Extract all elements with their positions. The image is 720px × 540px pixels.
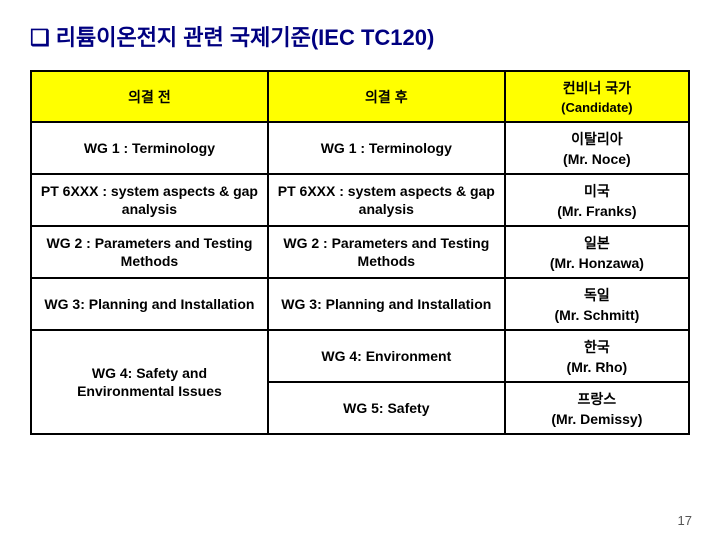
convener-country: 독일 bbox=[510, 285, 684, 305]
convener-country: 이탈리아 bbox=[510, 129, 684, 149]
cell-wg1-convener: 이탈리아 (Mr. Noce) bbox=[505, 122, 689, 174]
cell-line: WG 2 : Parameters and Testing bbox=[36, 235, 263, 251]
table-row: PT 6XXX : system aspects & gap analysis … bbox=[31, 174, 689, 226]
cell-line: Environmental Issues bbox=[36, 383, 263, 399]
cell-wg2-convener: 일본 (Mr. Honzawa) bbox=[505, 226, 689, 278]
table-row: WG 1 : Terminology WG 1 : Terminology 이탈… bbox=[31, 122, 689, 174]
cell-wg2-before: WG 2 : Parameters and Testing Methods bbox=[31, 226, 268, 278]
convener-country: 프랑스 bbox=[510, 389, 684, 409]
cell-line: PT 6XXX : system aspects & gap bbox=[36, 183, 263, 199]
cell-wg2-after: WG 2 : Parameters and Testing Methods bbox=[268, 226, 505, 278]
convener-country: 일본 bbox=[510, 233, 684, 253]
cell-wg3-convener: 독일 (Mr. Schmitt) bbox=[505, 278, 689, 330]
cell-wg5-convener-fr: 프랑스 (Mr. Demissy) bbox=[505, 382, 689, 434]
table-header-row: 의결 전 의결 후 컨비너 국가 (Candidate) bbox=[31, 71, 689, 122]
table-row: WG 2 : Parameters and Testing Methods WG… bbox=[31, 226, 689, 278]
cell-wg1-after: WG 1 : Terminology bbox=[268, 122, 505, 174]
cell-wg4-env: WG 4: Environment bbox=[268, 330, 505, 382]
convener-name: (Mr. Honzawa) bbox=[510, 255, 684, 271]
cell-wg4-before: WG 4: Safety and Environmental Issues bbox=[31, 330, 268, 434]
convener-name: (Mr. Schmitt) bbox=[510, 307, 684, 323]
cell-wg3-before: WG 3: Planning and Installation bbox=[31, 278, 268, 330]
cell-pt-after: PT 6XXX : system aspects & gap analysis bbox=[268, 174, 505, 226]
page-title: ❑리튬이온전지 관련 국제기준(IEC TC120) bbox=[30, 20, 690, 52]
cell-wg4-convener-kr: 한국 (Mr. Rho) bbox=[505, 330, 689, 382]
header-convener-line2: (Candidate) bbox=[510, 100, 684, 115]
bullet-icon: ❑ bbox=[30, 25, 50, 50]
convener-name: (Mr. Noce) bbox=[510, 151, 684, 167]
header-convener-line1: 컨비너 국가 bbox=[510, 78, 684, 98]
header-before: 의결 전 bbox=[31, 71, 268, 122]
cell-line: Methods bbox=[36, 253, 263, 269]
cell-line: analysis bbox=[273, 201, 500, 217]
cell-line: WG 2 : Parameters and Testing bbox=[273, 235, 500, 251]
cell-wg5-safety: WG 5: Safety bbox=[268, 382, 505, 434]
title-text: 리튬이온전지 관련 국제기준(IEC TC120) bbox=[56, 25, 435, 50]
cell-pt-before: PT 6XXX : system aspects & gap analysis bbox=[31, 174, 268, 226]
table-row: WG 3: Planning and Installation WG 3: Pl… bbox=[31, 278, 689, 330]
header-convener: 컨비너 국가 (Candidate) bbox=[505, 71, 689, 122]
convener-name: (Mr. Franks) bbox=[510, 203, 684, 219]
cell-line: analysis bbox=[36, 201, 263, 217]
convener-name: (Mr. Demissy) bbox=[510, 411, 684, 427]
standards-table: 의결 전 의결 후 컨비너 국가 (Candidate) WG 1 : Term… bbox=[30, 70, 690, 435]
cell-line: PT 6XXX : system aspects & gap bbox=[273, 183, 500, 199]
convener-name: (Mr. Rho) bbox=[510, 359, 684, 375]
cell-line: Methods bbox=[273, 253, 500, 269]
cell-wg3-after: WG 3: Planning and Installation bbox=[268, 278, 505, 330]
cell-pt-convener: 미국 (Mr. Franks) bbox=[505, 174, 689, 226]
cell-wg1-before: WG 1 : Terminology bbox=[31, 122, 268, 174]
convener-country: 미국 bbox=[510, 181, 684, 201]
header-after: 의결 후 bbox=[268, 71, 505, 122]
page-number: 17 bbox=[678, 513, 692, 528]
table-row: WG 4: Safety and Environmental Issues WG… bbox=[31, 330, 689, 382]
cell-line: WG 4: Safety and bbox=[36, 365, 263, 381]
convener-country: 한국 bbox=[510, 337, 684, 357]
